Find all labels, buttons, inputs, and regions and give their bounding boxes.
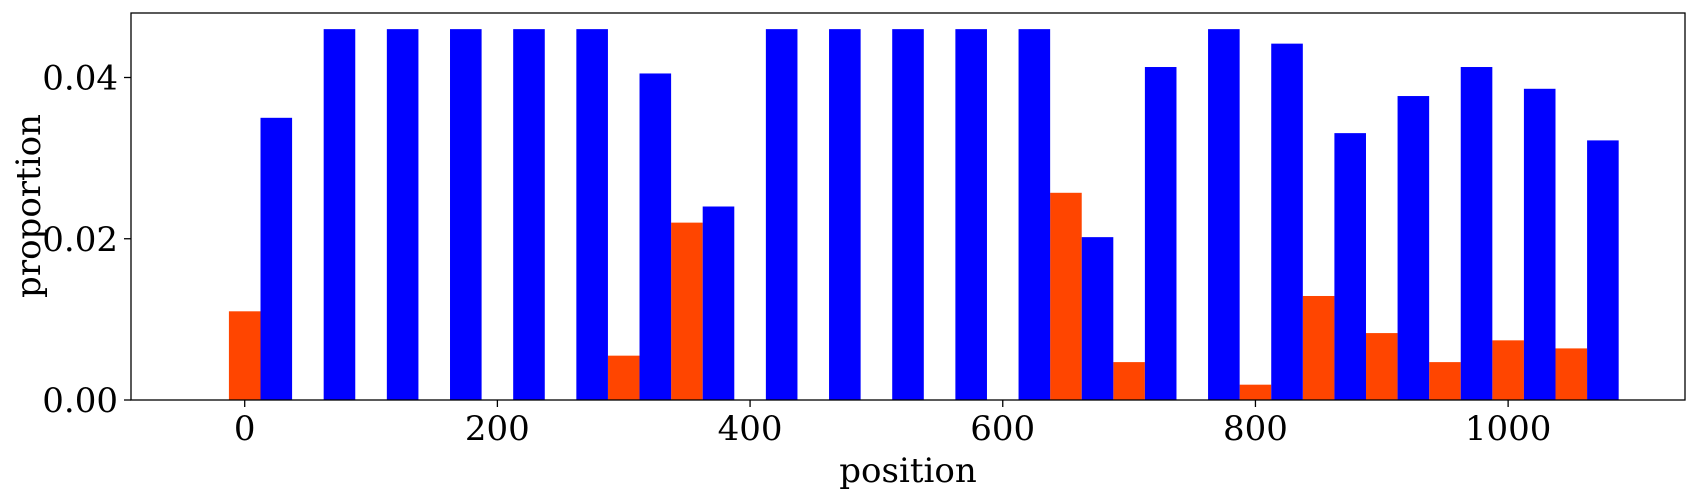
bar-series-2: [450, 29, 482, 400]
plot-frame: [130, 12, 1686, 401]
bar-series-1: [1365, 333, 1398, 400]
bar-series-1: [1492, 340, 1524, 400]
bar-series-2: [955, 29, 987, 400]
bar-series-2: [1587, 140, 1619, 400]
bar-series-1: [1113, 362, 1145, 400]
bar-series-1: [671, 222, 703, 401]
x-axis: 0 200 400 600 800 1000: [234, 400, 1552, 449]
bar-series-2: [639, 73, 672, 400]
bar-series-1: [607, 355, 640, 400]
bar-series-1: [1050, 192, 1082, 400]
bar-series-2: [1144, 67, 1177, 401]
bar-series-2: [1523, 88, 1556, 400]
x-tick-label: 400: [718, 409, 783, 449]
bar-series-2: [576, 29, 608, 400]
bar-series-2: [892, 29, 924, 400]
y-tick-label: 0.02: [42, 220, 118, 260]
y-axis-title: proportion: [9, 114, 49, 298]
bar-series-2: [1397, 96, 1430, 400]
bar-series-1: [1429, 362, 1461, 400]
y-tick-label: 0.00: [42, 381, 118, 421]
bar-series-1: [1239, 384, 1272, 400]
bar-series-2: [1460, 67, 1493, 401]
bar-series-2: [702, 206, 735, 400]
bar-series-1: [228, 311, 261, 400]
bar-series-2: [513, 29, 545, 400]
bar-series-2: [1334, 133, 1366, 400]
bar-series-2: [765, 29, 798, 400]
bar-series-2: [386, 29, 419, 400]
bar-series-2: [1271, 43, 1303, 400]
bar-series-1: [1302, 295, 1335, 400]
x-tick-label: 0: [234, 409, 256, 449]
bar-series-1: [1555, 348, 1588, 400]
bar-series-2: [1018, 29, 1051, 400]
bars-layer: [228, 29, 1619, 401]
y-tick-label: 0.04: [42, 59, 118, 99]
bar-series-2: [260, 117, 293, 400]
y-axis: 0.00 0.02 0.04: [42, 59, 131, 421]
bar-series-2: [323, 29, 356, 400]
x-tick-label: 800: [1223, 409, 1288, 449]
bar-series-2: [829, 29, 861, 400]
x-axis-title: position: [839, 451, 976, 491]
bar-series-2: [1208, 29, 1240, 400]
x-tick-label: 1000: [1465, 409, 1552, 449]
bar-series-2: [1081, 237, 1114, 400]
x-tick-label: 200: [465, 409, 530, 449]
x-tick-label: 600: [970, 409, 1035, 449]
